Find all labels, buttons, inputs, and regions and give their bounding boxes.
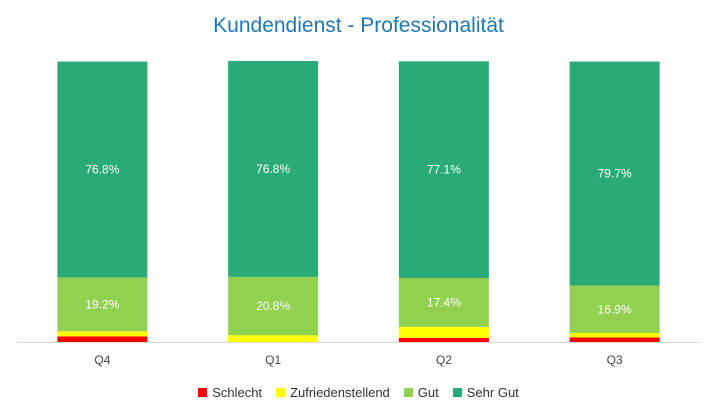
legend-label: Zufriedenstellend xyxy=(290,385,390,400)
x-tick-label: Q3 xyxy=(607,353,623,367)
bar-gut-q4 xyxy=(57,277,148,332)
x-tick-label: Q1 xyxy=(265,353,281,367)
bar-sehr-gut-q1 xyxy=(228,61,319,277)
data-label: 17.4% xyxy=(427,295,461,309)
data-label: 76.8% xyxy=(85,162,119,176)
data-label: 16.9% xyxy=(598,302,632,316)
bar-zufriedenstellend-q2 xyxy=(398,326,489,338)
x-tick-label: Q2 xyxy=(436,353,452,367)
legend-swatch xyxy=(403,388,413,397)
chart-title: Kundendienst - Professionalität xyxy=(213,14,504,37)
legend-item: Sehr Gut xyxy=(452,385,519,400)
legend-label: Sehr Gut xyxy=(466,385,519,400)
data-label: 76.8% xyxy=(256,162,290,176)
bar-zufriedenstellend-q1 xyxy=(228,335,319,342)
data-label: 20.8% xyxy=(256,299,290,313)
bar-gut-q1 xyxy=(228,276,319,336)
legend-label: Gut xyxy=(417,385,439,400)
bar-sehr-gut-q3 xyxy=(569,61,660,286)
legend: Schlecht Zufriedenstellend Gut Sehr Gut xyxy=(0,385,717,400)
data-label: 79.7% xyxy=(598,167,632,181)
legend-item: Gut xyxy=(403,385,439,400)
legend-swatch xyxy=(452,388,462,397)
data-label: 77.1% xyxy=(427,163,461,177)
bar-schlecht-q3 xyxy=(569,337,660,342)
data-label: 19.2% xyxy=(85,297,119,311)
bar-gut-q3 xyxy=(569,285,660,334)
legend-item: Zufriedenstellend xyxy=(276,385,390,400)
bar-zufriedenstellend-q4 xyxy=(57,331,148,337)
legend-label: Schlecht xyxy=(212,385,263,400)
bar-schlecht-q2 xyxy=(398,337,489,342)
bar-gut-q2 xyxy=(398,277,489,327)
x-tick-label: Q4 xyxy=(94,353,110,367)
legend-swatch xyxy=(276,388,286,397)
bar-zufriedenstellend-q3 xyxy=(569,333,660,338)
bar-sehr-gut-q2 xyxy=(398,61,489,278)
bar-sehr-gut-q4 xyxy=(57,61,148,278)
bar-schlecht-q4 xyxy=(57,336,148,342)
legend-swatch xyxy=(198,388,208,397)
legend-item: Schlecht xyxy=(198,385,262,400)
